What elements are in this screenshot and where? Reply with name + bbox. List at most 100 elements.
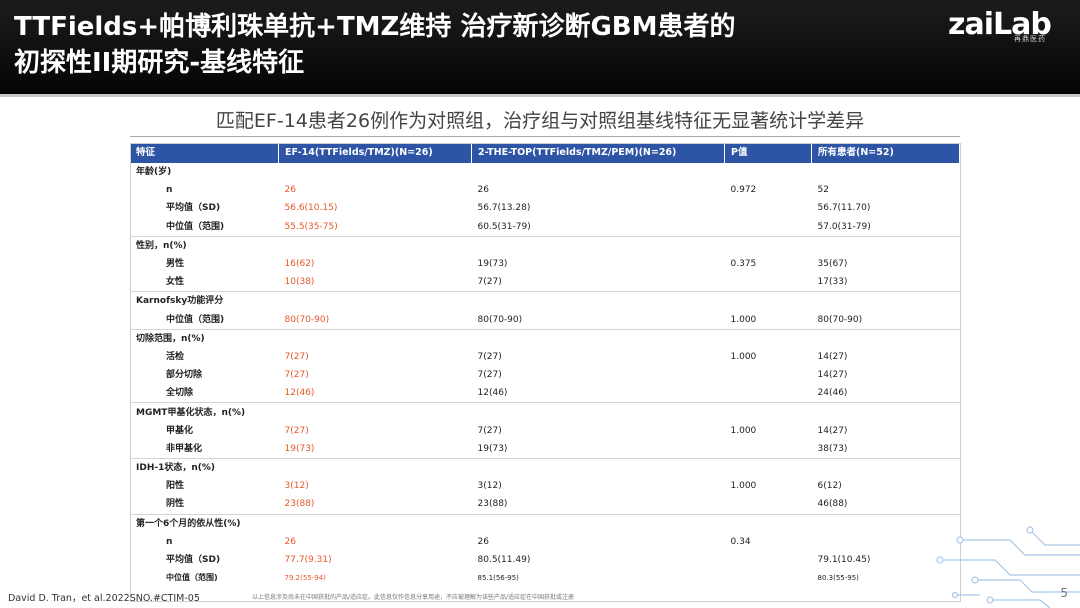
all-value: 79.1(10.45) [817, 555, 871, 566]
top-value: 19(73) [477, 259, 508, 270]
all-value: 46(88) [817, 499, 848, 510]
section-title: 切除范围，n(%) [130, 328, 960, 348]
row-label: 中位值（范围) [166, 573, 218, 583]
ef14-value: 3(12) [284, 481, 309, 492]
ef14-value: 19(73) [284, 443, 315, 454]
section-title: 性别，n(%) [130, 235, 960, 255]
p-value [725, 551, 812, 569]
row-label: 甲基化 [166, 425, 194, 436]
p-value: 1.000 [730, 314, 757, 325]
p-value: 0.34 [730, 536, 751, 547]
table-row: 全切除 12(46) 12(46) 24(46) [130, 384, 960, 403]
table-row: 活检 7(27) 7(27) 1.000 14(27) [130, 348, 960, 366]
top-value: 85.1(56-95) [477, 574, 519, 583]
ef14-value: 7(27) [284, 425, 309, 436]
column-header: 特征 [130, 143, 279, 163]
table-row: 男性 16(62) 19(73) 0.375 35(67) [130, 255, 960, 273]
page-number: 5 [1060, 586, 1068, 600]
title-line-2: 初探性II期研究-基线特征 [14, 48, 305, 78]
p-value: 1.000 [730, 481, 757, 492]
all-value: 57.0(31-79) [817, 221, 871, 232]
top-value: 19(73) [477, 443, 508, 454]
section-title: Karnofsky功能评分 [130, 291, 960, 311]
all-value: 80.3(55-95) [817, 574, 859, 583]
p-value [725, 384, 812, 403]
top-value: 26 [477, 536, 489, 547]
row-label: 平均值（SD) [166, 555, 221, 566]
circuit-decoration [936, 526, 1080, 608]
ef14-value: 16(62) [284, 259, 315, 270]
top-value: 80(70-90) [477, 314, 523, 325]
top-value: 3(12) [477, 481, 502, 492]
all-value: 80(70-90) [817, 314, 863, 325]
column-header: EF-14(TTFields/TMZ)(N=26) [278, 143, 472, 163]
p-value [725, 218, 812, 237]
table-row: 中位值（范围) 55.5(35-75) 60.5(31-79) 57.0(31-… [130, 218, 960, 237]
ef14-value: 10(38) [284, 277, 315, 288]
all-value: 24(46) [817, 388, 848, 399]
disclaimer: 以上信息涉及尚未在中国获批的产品/适应症。此信息仅作信息分享用途，不应被理解为该… [252, 594, 575, 601]
top-value: 80.5(11.49) [477, 555, 531, 566]
ef14-value: 26 [284, 185, 296, 196]
p-value: 0.375 [730, 259, 757, 270]
row-label: n [166, 536, 173, 547]
slide-subtitle: 匹配EF-14患者26例作为对照组，治疗组与对照组基线特征无显著统计学差异 [215, 110, 865, 132]
title-line-1: TTFields+帕博利珠单抗+TMZ维持 治疗新诊断GBM患者的 [14, 12, 736, 42]
ef14-value: 80(70-90) [284, 314, 330, 325]
table-row: 非甲基化 19(73) 19(73) 38(73) [130, 440, 960, 459]
all-value: 35(67) [817, 259, 848, 270]
table-row: 中位值（范围) 79.2(55-94) 85.1(56-95) 80.3(55-… [130, 569, 960, 587]
column-header: P值 [724, 143, 812, 163]
top-value: 26 [477, 185, 489, 196]
p-value: 1.000 [730, 351, 757, 362]
section-title: MGMT甲基化状态，n(%) [130, 402, 960, 422]
row-label: n [166, 185, 173, 196]
table-row: n 26 26 0.34 [130, 533, 960, 551]
row-label: 阳性 [166, 481, 185, 492]
top-value: 7(27) [477, 277, 502, 288]
section-row: 第一个6个月的依从性(%) [130, 513, 960, 533]
p-value: 1.000 [730, 425, 757, 436]
all-value: 56.7(11.70) [817, 203, 871, 214]
page-title: TTFields+帕博利珠单抗+TMZ维持 治疗新诊断GBM患者的 初探性II期… [14, 9, 736, 81]
all-value: 52 [817, 185, 829, 196]
logo-subtext: 再鼎医药 [1014, 35, 1046, 43]
top-value: 56.7(13.28) [477, 203, 531, 214]
table-row: 甲基化 7(27) 7(27) 1.000 14(27) [130, 422, 960, 440]
header-bar: TTFields+帕博利珠单抗+TMZ维持 治疗新诊断GBM患者的 初探性II期… [0, 0, 1080, 94]
citation: David D. Tran，et al.2022SNO.#CTIM-05 [8, 593, 200, 604]
zailab-logo: zaiLab 再鼎医药 [948, 7, 1058, 46]
row-label: 女性 [166, 277, 185, 288]
row-label: 阴性 [166, 499, 185, 510]
p-value [725, 366, 812, 384]
section-row: 性别，n(%) [130, 235, 960, 255]
p-value [725, 440, 812, 459]
row-label: 非甲基化 [166, 443, 203, 454]
table-row: n 26 26 0.972 52 [130, 181, 960, 199]
top-value: 60.5(31-79) [477, 221, 531, 232]
all-value: 38(73) [817, 443, 848, 454]
row-label: 全切除 [166, 388, 194, 399]
baseline-table: 特征 EF-14(TTFields/TMZ)(N=26) 2-THE-TOP(T… [130, 143, 960, 587]
top-value: 7(27) [477, 425, 502, 436]
p-value [725, 569, 812, 587]
all-value: 14(27) [817, 425, 848, 436]
table-row: 部分切除 7(27) 7(27) 14(27) [130, 366, 960, 384]
table-row: 阳性 3(12) 3(12) 1.000 6(12) [130, 477, 960, 495]
row-label: 中位值（范围) [166, 314, 225, 325]
table-row: 平均值（SD) 77.7(9.31) 80.5(11.49) 79.1(10.4… [130, 551, 960, 569]
ef14-value: 7(27) [284, 351, 309, 362]
top-value: 7(27) [477, 370, 502, 381]
p-value [725, 495, 812, 514]
ef14-value: 12(46) [284, 388, 315, 399]
row-label: 部分切除 [166, 370, 203, 381]
table-row: 阴性 23(88) 23(88) 46(88) [130, 495, 960, 514]
ef14-value: 55.5(35-75) [284, 221, 338, 232]
p-value [725, 273, 812, 292]
table-row: 中位值（范围) 80(70-90) 80(70-90) 1.000 80(70-… [130, 311, 960, 330]
ef14-value: 7(27) [284, 370, 309, 381]
logo-text: zaiLab [948, 7, 1052, 42]
section-row: MGMT甲基化状态，n(%) [130, 402, 960, 422]
top-value: 12(46) [477, 388, 508, 399]
ef14-value: 26 [284, 536, 296, 547]
